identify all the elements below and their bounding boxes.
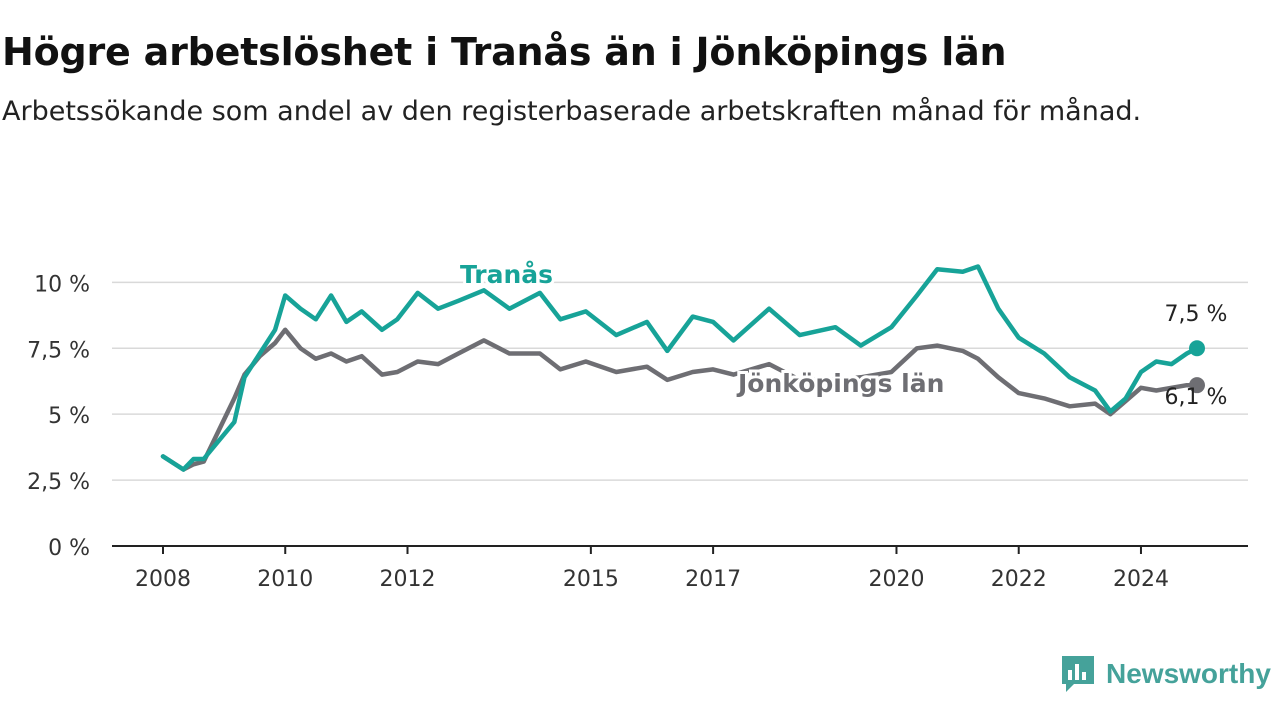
y-tick-label: 10 % (34, 272, 90, 297)
x-tick-label: 2022 (991, 567, 1047, 592)
y-tick-label: 0 % (48, 536, 90, 561)
x-tick-label: 2012 (379, 567, 435, 592)
gridlines (112, 281, 1248, 481)
end-value-label-tranas: 7,5 % (1165, 302, 1228, 327)
series-labels: Tranås Jönköpings län 7,5 % 6,1 % (457, 257, 1228, 410)
y-tick-label: 2,5 % (27, 470, 90, 495)
y-tick-label: 7,5 % (27, 338, 90, 363)
x-axis: 2008 2010 2012 2015 2017 2020 2022 2024 (112, 545, 1248, 592)
chart-subtitle: Arbetssökande som andel av den registerb… (2, 96, 1142, 127)
series-line-jonkoping (160, 327, 1200, 472)
end-point-tranas (1189, 340, 1205, 357)
x-tick-label: 2008 (135, 567, 191, 592)
end-point-jonkoping (1189, 377, 1205, 394)
brand-name: Newsworthy (1106, 658, 1271, 689)
series-label-jonkoping: Jönköpings län (736, 369, 944, 398)
y-axis-tick-labels: 0 % 2,5 % 7,5 % 5 % 10 % (27, 272, 90, 561)
series-lines (160, 264, 1205, 472)
y-tick-label: 5 % (48, 404, 90, 429)
series-label-tranas: Tranås (460, 260, 553, 289)
newsworthy-logo-icon (1062, 656, 1094, 692)
newsworthy-brand: Newsworthy (1060, 654, 1271, 694)
end-value-label-jonkoping: 6,1 % (1165, 385, 1228, 410)
line-chart: 0 % 2,5 % 7,5 % 5 % 10 % 2008 2010 2012 2015 201… (27, 257, 1248, 592)
x-tick-label: 2010 (257, 567, 313, 592)
series-line-tranas (160, 264, 1200, 472)
chart-title: Högre arbetslöshet i Tranås än i Jönköpi… (2, 30, 1007, 74)
x-tick-label: 2020 (868, 567, 924, 592)
x-tick-label: 2017 (685, 567, 741, 592)
x-tick-label: 2015 (563, 567, 619, 592)
x-tick-label: 2024 (1113, 567, 1169, 592)
